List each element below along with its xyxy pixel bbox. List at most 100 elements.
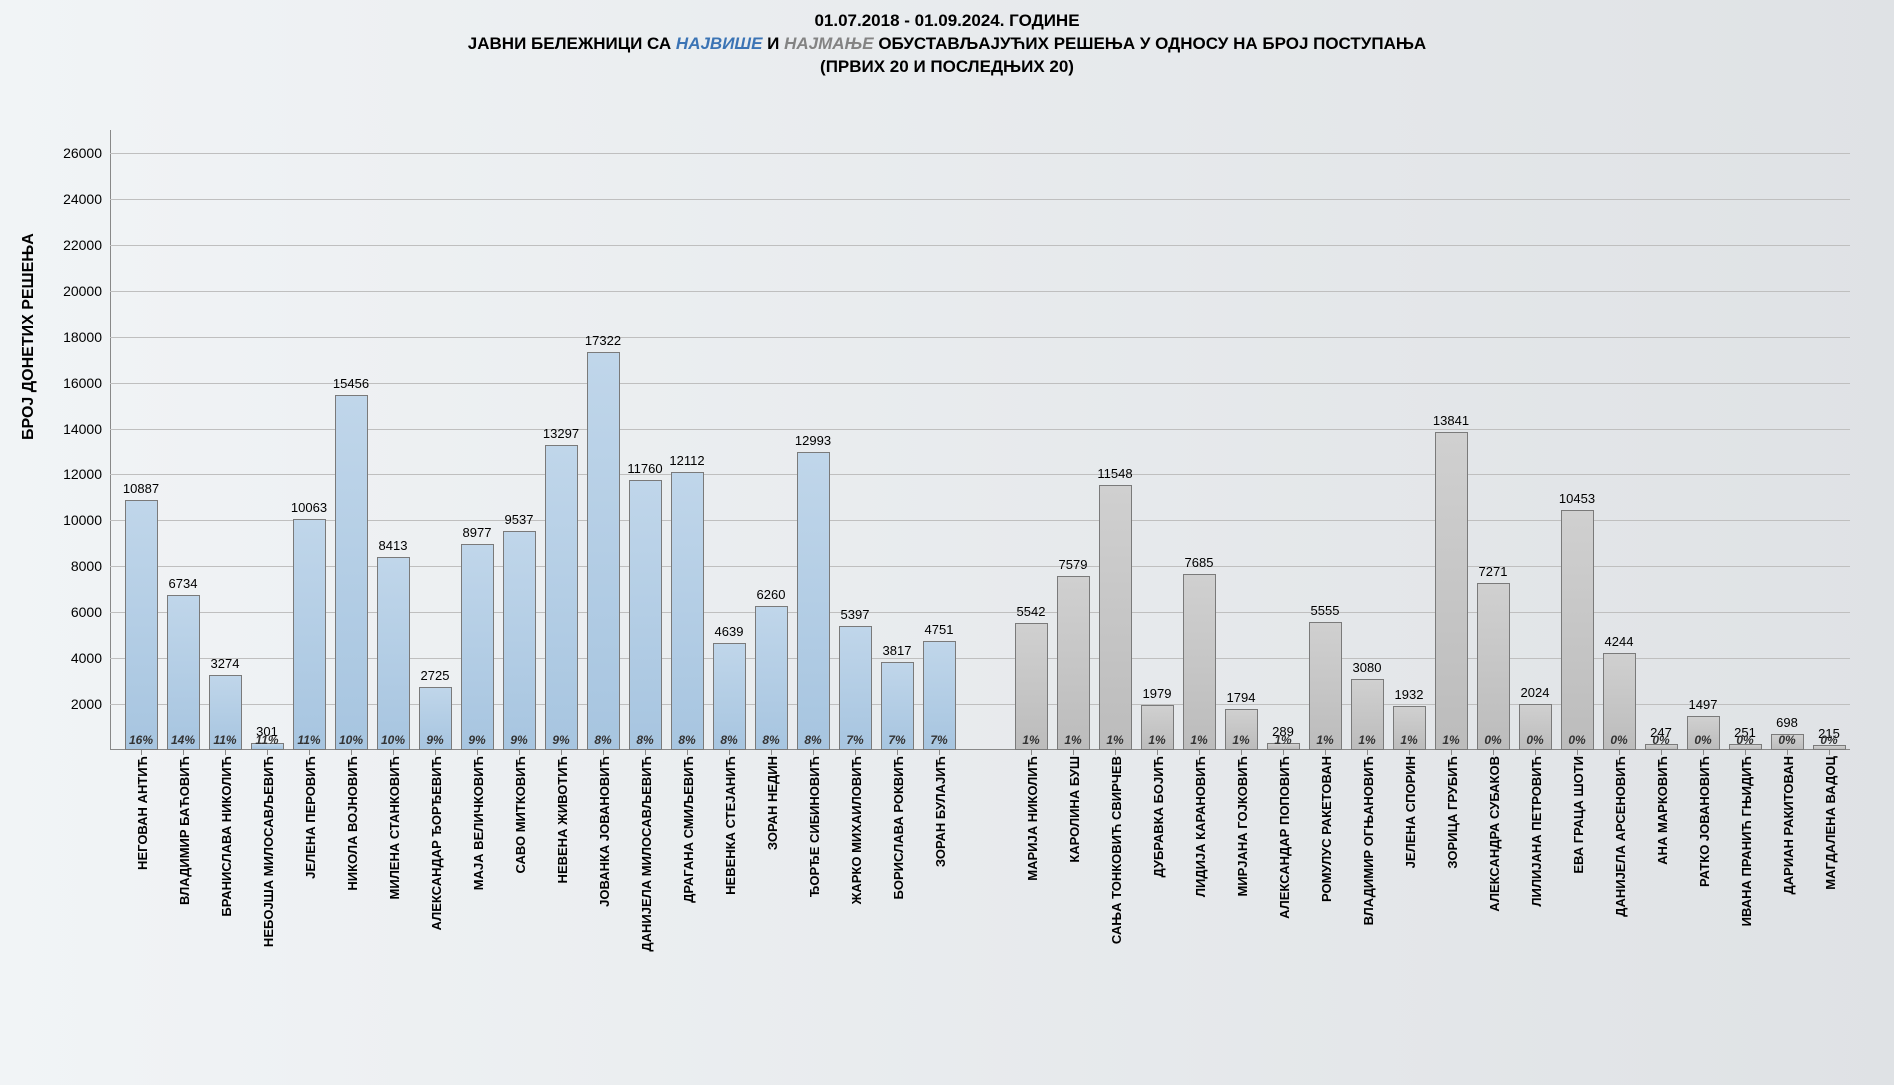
title-part-e: ОБУСТАВЉАЈУЋИХ РЕШЕЊА У ОДНОСУ НА БРОЈ П… xyxy=(874,34,1427,53)
percent-label: 8% xyxy=(762,733,779,747)
value-label: 6260 xyxy=(757,587,786,602)
value-label: 10063 xyxy=(291,500,327,515)
percent-label: 1% xyxy=(1148,733,1165,747)
x-tick xyxy=(1829,750,1830,755)
percent-label: 7% xyxy=(846,733,863,747)
percent-label: 1% xyxy=(1190,733,1207,747)
percent-label: 1% xyxy=(1022,733,1039,747)
percent-label: 1% xyxy=(1400,733,1417,747)
x-tick xyxy=(1535,750,1536,755)
percent-label: 0% xyxy=(1568,733,1585,747)
category-label: РАТКО ЈОВАНОВИЋ xyxy=(1697,750,1712,887)
x-tick xyxy=(1157,750,1158,755)
percent-label: 11% xyxy=(297,733,320,747)
x-tick xyxy=(393,750,394,755)
x-tick xyxy=(1367,750,1368,755)
x-tick xyxy=(1241,750,1242,755)
x-tick xyxy=(603,750,604,755)
bar xyxy=(461,544,494,750)
percent-label: 0% xyxy=(1652,733,1669,747)
category-label: БРАНИСЛАВА НИКОЛИЋ xyxy=(219,750,234,917)
category-label: ЂОРЂЕ СИБИНОВИЋ xyxy=(807,750,822,897)
category-label: КАРОЛИНА БУШ xyxy=(1067,750,1082,863)
value-label: 1794 xyxy=(1227,690,1256,705)
value-label: 4244 xyxy=(1605,634,1634,649)
x-tick xyxy=(1493,750,1494,755)
bar xyxy=(1057,576,1090,750)
y-tick-label: 22000 xyxy=(63,237,110,253)
gridline xyxy=(110,199,1850,200)
category-label: НИКОЛА ВОЈНОВИЋ xyxy=(345,750,360,891)
bar xyxy=(335,395,368,750)
gridline xyxy=(110,429,1850,430)
percent-label: 9% xyxy=(552,733,569,747)
x-tick xyxy=(1073,750,1074,755)
title-highlight-blue: НАЈВИШЕ xyxy=(676,34,763,53)
gridline xyxy=(110,153,1850,154)
x-tick xyxy=(1115,750,1116,755)
x-tick xyxy=(1031,750,1032,755)
gridline xyxy=(110,337,1850,338)
category-label: ДУБРАВКА БОЈИЋ xyxy=(1151,750,1166,878)
value-label: 4639 xyxy=(715,624,744,639)
bar xyxy=(1183,574,1216,750)
y-tick-label: 20000 xyxy=(63,283,110,299)
percent-label: 1% xyxy=(1358,733,1375,747)
bar xyxy=(629,480,662,750)
value-label: 3274 xyxy=(211,656,240,671)
x-tick xyxy=(1787,750,1788,755)
percent-label: 16% xyxy=(129,733,153,747)
bar xyxy=(545,445,578,750)
percent-label: 0% xyxy=(1694,733,1711,747)
x-tick xyxy=(1409,750,1410,755)
percent-label: 1% xyxy=(1274,733,1291,747)
value-label: 5397 xyxy=(841,607,870,622)
category-label: ЛИЛИЈАНА ПЕТРОВИЋ xyxy=(1529,750,1544,907)
percent-label: 1% xyxy=(1316,733,1333,747)
percent-label: 1% xyxy=(1232,733,1249,747)
y-tick-label: 4000 xyxy=(71,650,110,666)
x-tick xyxy=(309,750,310,755)
value-label: 1932 xyxy=(1395,687,1424,702)
category-label: НЕВЕНКА СТЕЈАНИЋ xyxy=(723,750,738,895)
y-tick-label: 14000 xyxy=(63,421,110,437)
y-tick-label: 12000 xyxy=(63,466,110,482)
y-axis-label: БРОЈ ДОНЕТИХ РЕШЕЊА xyxy=(20,233,38,440)
category-label: ИВАНА ПРАНИЋ ГЊИДИЋ xyxy=(1739,750,1754,926)
category-label: ДАНИЈЕЛА МИЛОСАВЉЕВИЋ xyxy=(639,750,654,952)
percent-label: 9% xyxy=(426,733,443,747)
percent-label: 8% xyxy=(720,733,737,747)
category-label: ЗОРАН БУЛАЈИЋ xyxy=(933,750,948,867)
title-line-1: 01.07.2018 - 01.09.2024. ГОДИНЕ xyxy=(0,10,1894,33)
category-label: ЗОРИЦА ГРУБИЋ xyxy=(1445,750,1460,869)
category-label: ЈОВАНКА ЈОВАНОВИЋ xyxy=(597,750,612,907)
bar xyxy=(293,519,326,750)
percent-label: 9% xyxy=(468,733,485,747)
category-label: САВО МИТКОВИЋ xyxy=(513,750,528,874)
percent-label: 0% xyxy=(1820,733,1837,747)
x-tick xyxy=(855,750,856,755)
bar xyxy=(1099,485,1132,750)
value-label: 10887 xyxy=(123,481,159,496)
chart-container: 01.07.2018 - 01.09.2024. ГОДИНЕ ЈАВНИ БЕ… xyxy=(0,0,1894,1085)
x-tick xyxy=(1703,750,1704,755)
percent-label: 10% xyxy=(381,733,405,747)
value-label: 1979 xyxy=(1143,686,1172,701)
category-label: МАГДАЛЕНА ВАДОЦ xyxy=(1823,750,1838,890)
title-part-a: ЈАВНИ БЕЛЕЖНИЦИ СА xyxy=(468,34,676,53)
y-tick-label: 18000 xyxy=(63,329,110,345)
value-label: 11760 xyxy=(627,461,662,476)
x-tick xyxy=(645,750,646,755)
category-label: МАЈА ВЕЛИЧКОВИЋ xyxy=(471,750,486,890)
value-label: 12993 xyxy=(795,433,831,448)
value-label: 5555 xyxy=(1311,603,1340,618)
percent-label: 0% xyxy=(1736,733,1753,747)
x-tick xyxy=(1199,750,1200,755)
value-label: 6734 xyxy=(169,576,198,591)
value-label: 13297 xyxy=(543,426,579,441)
category-label: ВЛАДИМИР ОГЊАНОВИЋ xyxy=(1361,750,1376,925)
x-tick xyxy=(267,750,268,755)
x-tick xyxy=(435,750,436,755)
x-tick xyxy=(687,750,688,755)
y-tick-label: 8000 xyxy=(71,558,110,574)
